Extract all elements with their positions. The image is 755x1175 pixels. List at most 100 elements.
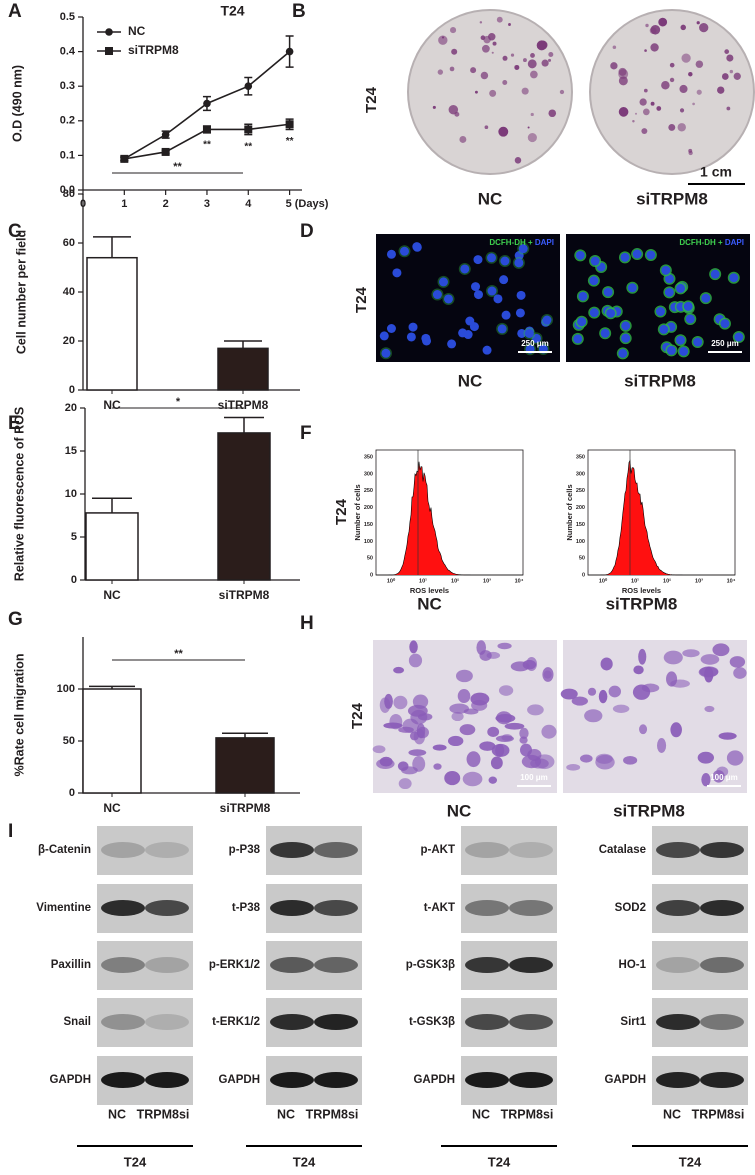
nucleus — [655, 307, 665, 317]
significance: ** — [203, 140, 211, 151]
colony — [459, 136, 467, 143]
row-label: T24 — [363, 86, 380, 113]
x-tick-label: 10⁰ — [387, 577, 396, 584]
y-tick-label: 80 — [63, 188, 75, 200]
nucleus — [710, 269, 720, 279]
migrated-cell — [372, 745, 386, 754]
band — [465, 1072, 509, 1088]
colony — [726, 106, 731, 111]
blot-bg — [461, 826, 557, 875]
significance: ** — [173, 161, 182, 173]
y-tick-label: 100 — [364, 539, 373, 545]
nucleus — [460, 264, 470, 274]
blot-bg — [97, 998, 193, 1047]
nucleus — [573, 334, 583, 344]
y-tick-label: 0.1 — [60, 149, 75, 161]
blot — [97, 884, 193, 933]
band — [101, 957, 145, 973]
colony — [470, 67, 477, 74]
nucleus — [664, 287, 674, 297]
y-tick-label: 300 — [576, 471, 585, 477]
nucleus — [589, 276, 599, 286]
column-label: NC — [417, 594, 442, 613]
migrated-cell — [398, 726, 414, 733]
nucleus — [664, 274, 674, 284]
migrated-cell — [398, 778, 412, 790]
colony — [492, 41, 497, 46]
legend-marker — [105, 47, 113, 55]
blot — [97, 826, 193, 875]
colony — [491, 51, 494, 54]
colony — [610, 62, 618, 70]
significance: * — [176, 396, 181, 408]
nucleus — [408, 322, 418, 332]
colony — [514, 157, 522, 164]
marker — [285, 47, 294, 56]
band — [101, 900, 145, 916]
stain-green: DCFH-DH + — [489, 238, 535, 247]
migrated-cell — [495, 713, 516, 723]
blot-bg — [97, 941, 193, 990]
migrated-cell — [486, 651, 501, 659]
protein-label: SOD2 — [615, 902, 646, 914]
colony — [618, 107, 629, 117]
migrated-cell — [384, 693, 393, 709]
nucleus — [685, 314, 695, 324]
blot-bg — [461, 884, 557, 933]
significance: ** — [286, 136, 294, 147]
migrated-cell — [670, 679, 690, 688]
x-tick-label: NC — [103, 588, 121, 602]
protein-label: GAPDH — [49, 1074, 91, 1086]
migrated-cell — [455, 669, 473, 683]
nucleus — [621, 321, 631, 331]
colony — [643, 88, 648, 93]
migrated-cell — [491, 743, 510, 757]
band — [700, 1014, 744, 1030]
migrated-cell — [633, 665, 644, 675]
nucleus — [679, 346, 689, 356]
migrated-cell — [519, 727, 529, 739]
marker — [161, 130, 170, 139]
y-tick-label: 0.5 — [60, 11, 75, 23]
y-tick-label: 0.3 — [60, 80, 75, 92]
nucleus — [661, 265, 671, 275]
colony — [650, 101, 655, 106]
blot — [461, 884, 557, 933]
migrated-cell — [510, 661, 530, 672]
nucleus — [720, 319, 730, 329]
y-axis-label: Number of cells — [353, 484, 362, 540]
panel-label: D — [300, 221, 314, 242]
colony — [454, 111, 460, 117]
stain-green: DCFH-DH + — [679, 238, 725, 247]
y-axis-label: Number of cells — [565, 484, 574, 540]
colony — [559, 89, 565, 95]
x-tick-label: 4 — [245, 198, 252, 210]
band — [145, 842, 189, 858]
nucleus — [532, 333, 542, 343]
nucleus — [666, 345, 676, 355]
migrated-cell — [670, 722, 682, 738]
colony — [521, 87, 529, 95]
band — [314, 1072, 358, 1088]
flow-histogram: 0 50 100 150 200 250 300 350 10⁰ 10¹ 10² 10³ 10⁴ Numb… — [565, 449, 736, 595]
protein-label: HO-1 — [619, 959, 647, 971]
colony — [669, 62, 675, 68]
bar — [215, 737, 275, 794]
migrated-cell — [498, 685, 514, 696]
x-tick-label: NC — [103, 398, 121, 412]
blot — [97, 998, 193, 1047]
blot — [266, 826, 362, 875]
band — [656, 1072, 700, 1088]
y-tick-label: 350 — [364, 455, 373, 461]
y-tick-label: 150 — [576, 522, 585, 528]
band — [700, 842, 744, 858]
nucleus — [618, 348, 628, 358]
bar — [86, 256, 138, 391]
nucleus — [392, 268, 402, 278]
nucleus — [473, 290, 483, 300]
colony — [733, 72, 741, 80]
band — [700, 957, 744, 973]
band — [656, 900, 700, 916]
migrated-cell — [393, 695, 408, 710]
y-tick-label: 200 — [364, 505, 373, 511]
